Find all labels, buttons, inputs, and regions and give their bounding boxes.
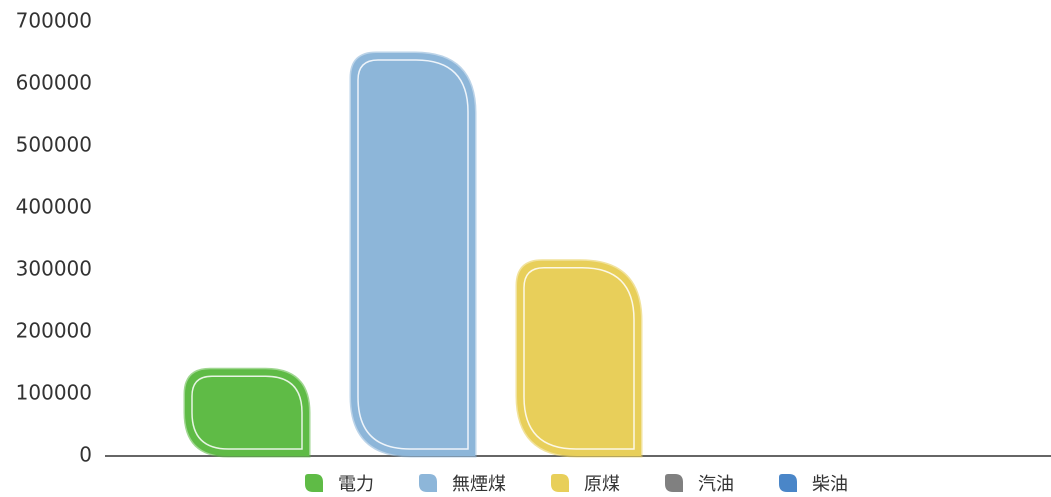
y-tick-label: 500000 xyxy=(16,133,92,157)
legend-swatch xyxy=(665,474,683,492)
legend-swatch xyxy=(779,474,797,492)
y-tick-label: 400000 xyxy=(16,195,92,219)
y-tick-label: 600000 xyxy=(16,71,92,95)
bar xyxy=(515,259,643,458)
legend-label: 汽油 xyxy=(698,474,734,495)
y-tick-label: 300000 xyxy=(16,257,92,281)
legend-swatch xyxy=(419,474,437,492)
y-tick-label: 200000 xyxy=(16,319,92,343)
bar-highlight xyxy=(523,266,635,450)
legend-label: 電力 xyxy=(338,474,374,495)
legend-label: 原煤 xyxy=(584,474,620,495)
legend-swatch xyxy=(551,474,569,492)
bar xyxy=(183,367,311,458)
y-tick-label: 700000 xyxy=(16,9,92,33)
bar-highlight xyxy=(191,375,303,450)
legend-label: 無煙煤 xyxy=(452,474,506,495)
bar-highlight xyxy=(357,59,469,450)
legend-swatch xyxy=(305,474,323,492)
legend-label: 柴油 xyxy=(812,474,848,495)
y-tick-label: 0 xyxy=(79,443,92,467)
y-tick-label: 100000 xyxy=(16,381,92,405)
bar xyxy=(349,51,477,458)
